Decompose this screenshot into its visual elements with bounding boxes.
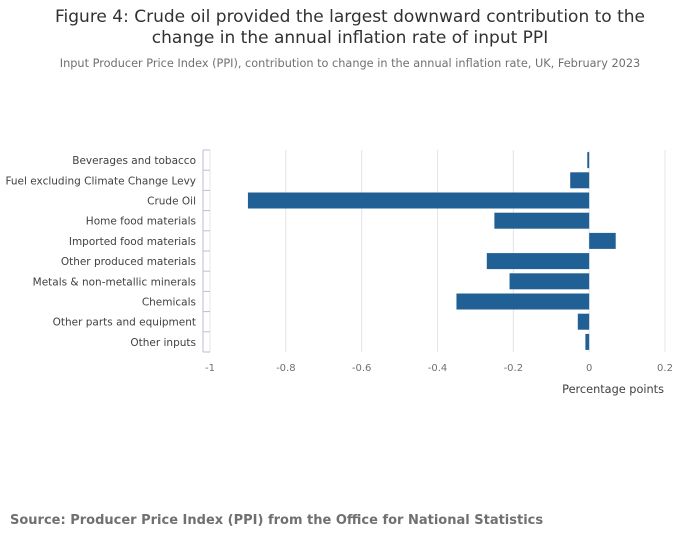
- source-note: Source: Producer Price Index (PPI) from …: [10, 513, 544, 528]
- chart-subtitle: Input Producer Price Index (PPI), contri…: [59, 57, 641, 70]
- bar: [570, 172, 590, 189]
- chart-title-line-2: change in the annual inflation rate of i…: [151, 28, 549, 48]
- category-label: Imported food materials: [69, 236, 196, 248]
- chart-title-line-1: Figure 4: Crude oil provided the largest…: [54, 7, 646, 27]
- bar: [587, 152, 590, 169]
- chart-title: Figure 4: Crude oil provided the largest…: [0, 7, 700, 49]
- bar: [456, 293, 590, 310]
- gridlines: [209, 150, 666, 352]
- x-tick-label: -1: [205, 363, 215, 374]
- category-label: Other inputs: [130, 337, 196, 349]
- x-axis-label: Percentage points: [562, 383, 664, 396]
- category-label: Other produced materials: [61, 256, 196, 268]
- x-axis-ticks: -1 -0.8 -0.6 -0.4 -0.2 0 0.2: [205, 363, 673, 374]
- bar: [577, 313, 590, 330]
- bar: [589, 232, 616, 249]
- x-tick-label: 0.2: [657, 363, 673, 374]
- category-label: Other parts and equipment: [53, 317, 196, 329]
- y-axis: Beverages and tobacco Fuel excluding Clim…: [5, 149, 210, 353]
- category-label: Fuel excluding Climate Change Levy: [5, 175, 196, 187]
- category-label: Beverages and tobacco: [72, 155, 196, 167]
- x-tick-label: -0.8: [276, 363, 296, 374]
- bar: [486, 253, 590, 270]
- x-tick-label: 0: [586, 363, 592, 374]
- x-tick-label: -0.2: [504, 363, 524, 374]
- category-label: Chemicals: [142, 297, 196, 309]
- x-tick-label: -0.4: [428, 363, 448, 374]
- bar: [247, 192, 590, 209]
- category-label: Home food materials: [86, 216, 196, 228]
- category-label: Metals & non-metallic minerals: [33, 276, 196, 288]
- bar: [585, 333, 590, 350]
- category-label: Crude Oil: [147, 196, 196, 208]
- bar: [509, 273, 590, 290]
- bar: [494, 212, 590, 229]
- x-tick-label: -0.6: [352, 363, 372, 374]
- bars: [247, 152, 616, 350]
